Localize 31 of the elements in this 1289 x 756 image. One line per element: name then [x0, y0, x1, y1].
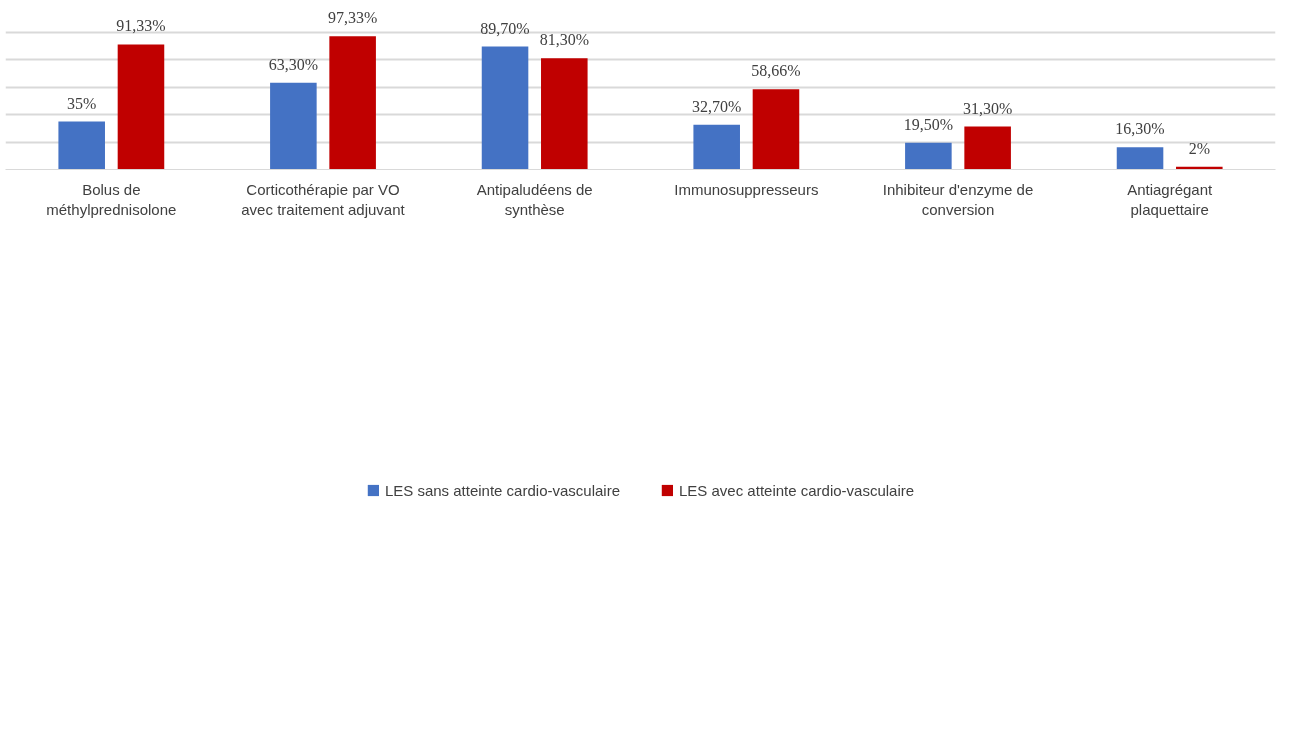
x-tick-label: Corticothérapie par VO avec traitement adjuvant	[241, 180, 406, 218]
x-tick-label: Antipaludéens de synthèse	[476, 180, 593, 218]
bar	[270, 82, 317, 170]
x-tick-label: Antiagrégant plaquettaire	[1127, 180, 1214, 218]
bar	[117, 44, 165, 170]
bar	[1116, 147, 1164, 170]
data-label: 16,30%	[1115, 120, 1165, 138]
data-label: 35%	[67, 94, 97, 112]
data-label: 81,30%	[539, 31, 589, 49]
x-tick-label: Bolus de méthylprednisolone	[46, 180, 177, 218]
data-label: 91,33%	[116, 17, 166, 35]
bar	[541, 58, 588, 170]
data-label: 2%	[1188, 139, 1210, 157]
data-label: 97,33%	[327, 9, 378, 27]
bar	[329, 36, 376, 170]
data-label: 89,70%	[480, 19, 530, 37]
bar	[752, 89, 800, 170]
legend-label: LES avec atteinte cardio-vasculaire	[679, 481, 915, 499]
bar	[905, 142, 952, 170]
data-label: 31,30%	[962, 99, 1013, 117]
data-label: 63,30%	[268, 55, 319, 73]
legend-label: LES sans atteinte cardio-vasculaire	[384, 481, 620, 499]
data-label: 32,70%	[692, 97, 742, 115]
data-label: 58,66%	[751, 62, 801, 80]
bar	[481, 46, 529, 170]
bar	[964, 126, 1011, 170]
x-tick-label: Inhibiteur d'enzyme de conversion	[882, 180, 1034, 218]
x-tick-label: Immunosuppresseurs	[674, 180, 819, 198]
bar	[58, 121, 105, 170]
data-label: 19,50%	[903, 115, 954, 133]
bar	[693, 124, 740, 170]
